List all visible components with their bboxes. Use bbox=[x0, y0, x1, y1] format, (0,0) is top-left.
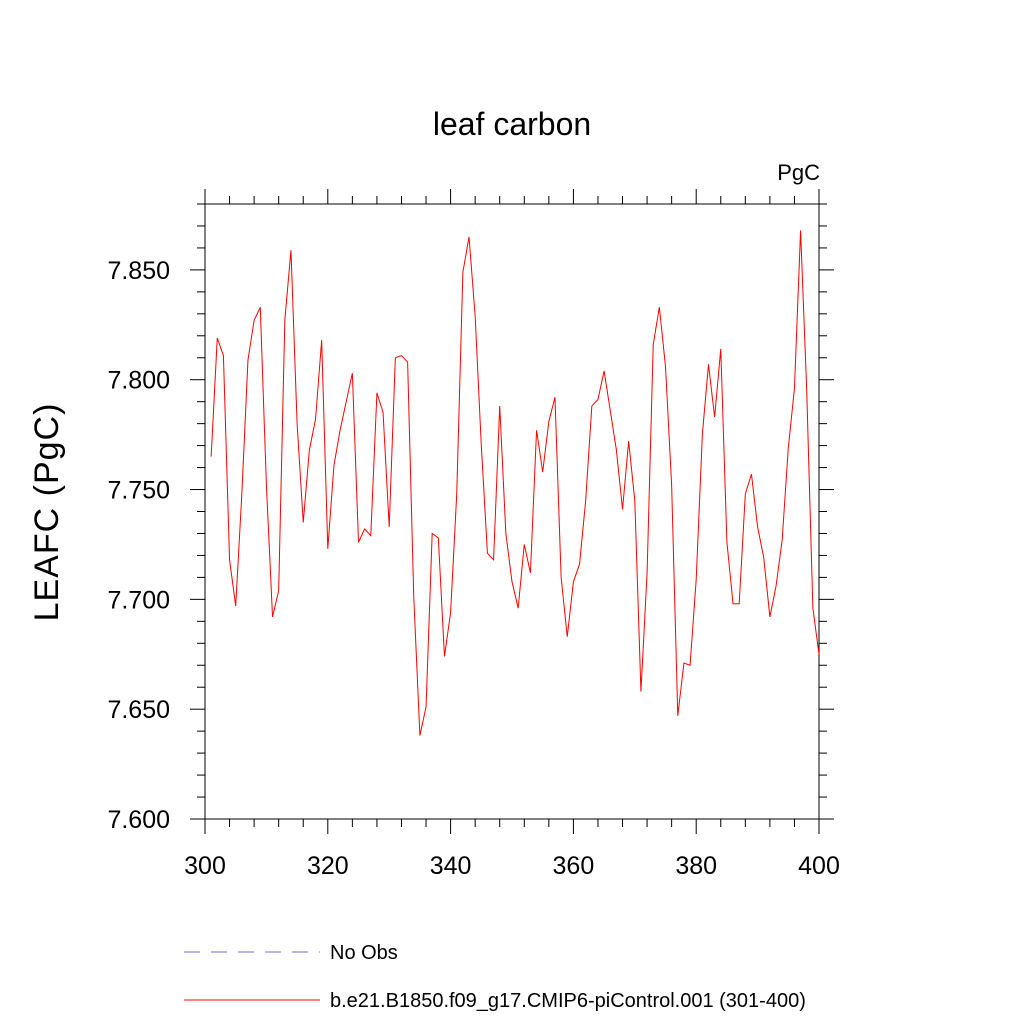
y-tick-label: 7.650 bbox=[107, 696, 170, 724]
x-tick-label: 400 bbox=[798, 852, 840, 880]
tick-labels: 300 320 340 360 380 400 7.600 7.650 7.700 7.750 7.… bbox=[107, 257, 839, 880]
y-tick-label: 7.850 bbox=[107, 257, 170, 285]
x-tick-label: 300 bbox=[184, 852, 226, 880]
x-tick-label: 320 bbox=[307, 852, 349, 880]
series-line-model bbox=[210, 230, 820, 736]
x-tick-label: 380 bbox=[675, 852, 717, 880]
x-tick-label: 340 bbox=[430, 852, 472, 880]
y-tick-label: 7.700 bbox=[107, 586, 170, 614]
chart-title: leaf carbon bbox=[433, 106, 591, 142]
axes bbox=[204, 203, 820, 820]
y-tick-label: 7.750 bbox=[107, 477, 170, 505]
legend-label-obs: No Obs bbox=[330, 942, 398, 964]
units-label: PgC bbox=[777, 160, 820, 185]
legend-label-model: b.e21.B1850.f09_g17.CMIP6-piControl.001 … bbox=[330, 990, 806, 1012]
y-axis-label: LEAFC (PgC) bbox=[28, 403, 66, 622]
legend: No Obs b.e21.B1850.f09_g17.CMIP6-piContr… bbox=[184, 942, 806, 1012]
y-tick-label: 7.800 bbox=[107, 367, 170, 395]
x-tick-label: 360 bbox=[553, 852, 595, 880]
ticks bbox=[190, 189, 834, 834]
y-tick-label: 7.600 bbox=[107, 806, 170, 834]
plot-frame bbox=[204, 203, 820, 820]
plot-area bbox=[210, 230, 820, 736]
